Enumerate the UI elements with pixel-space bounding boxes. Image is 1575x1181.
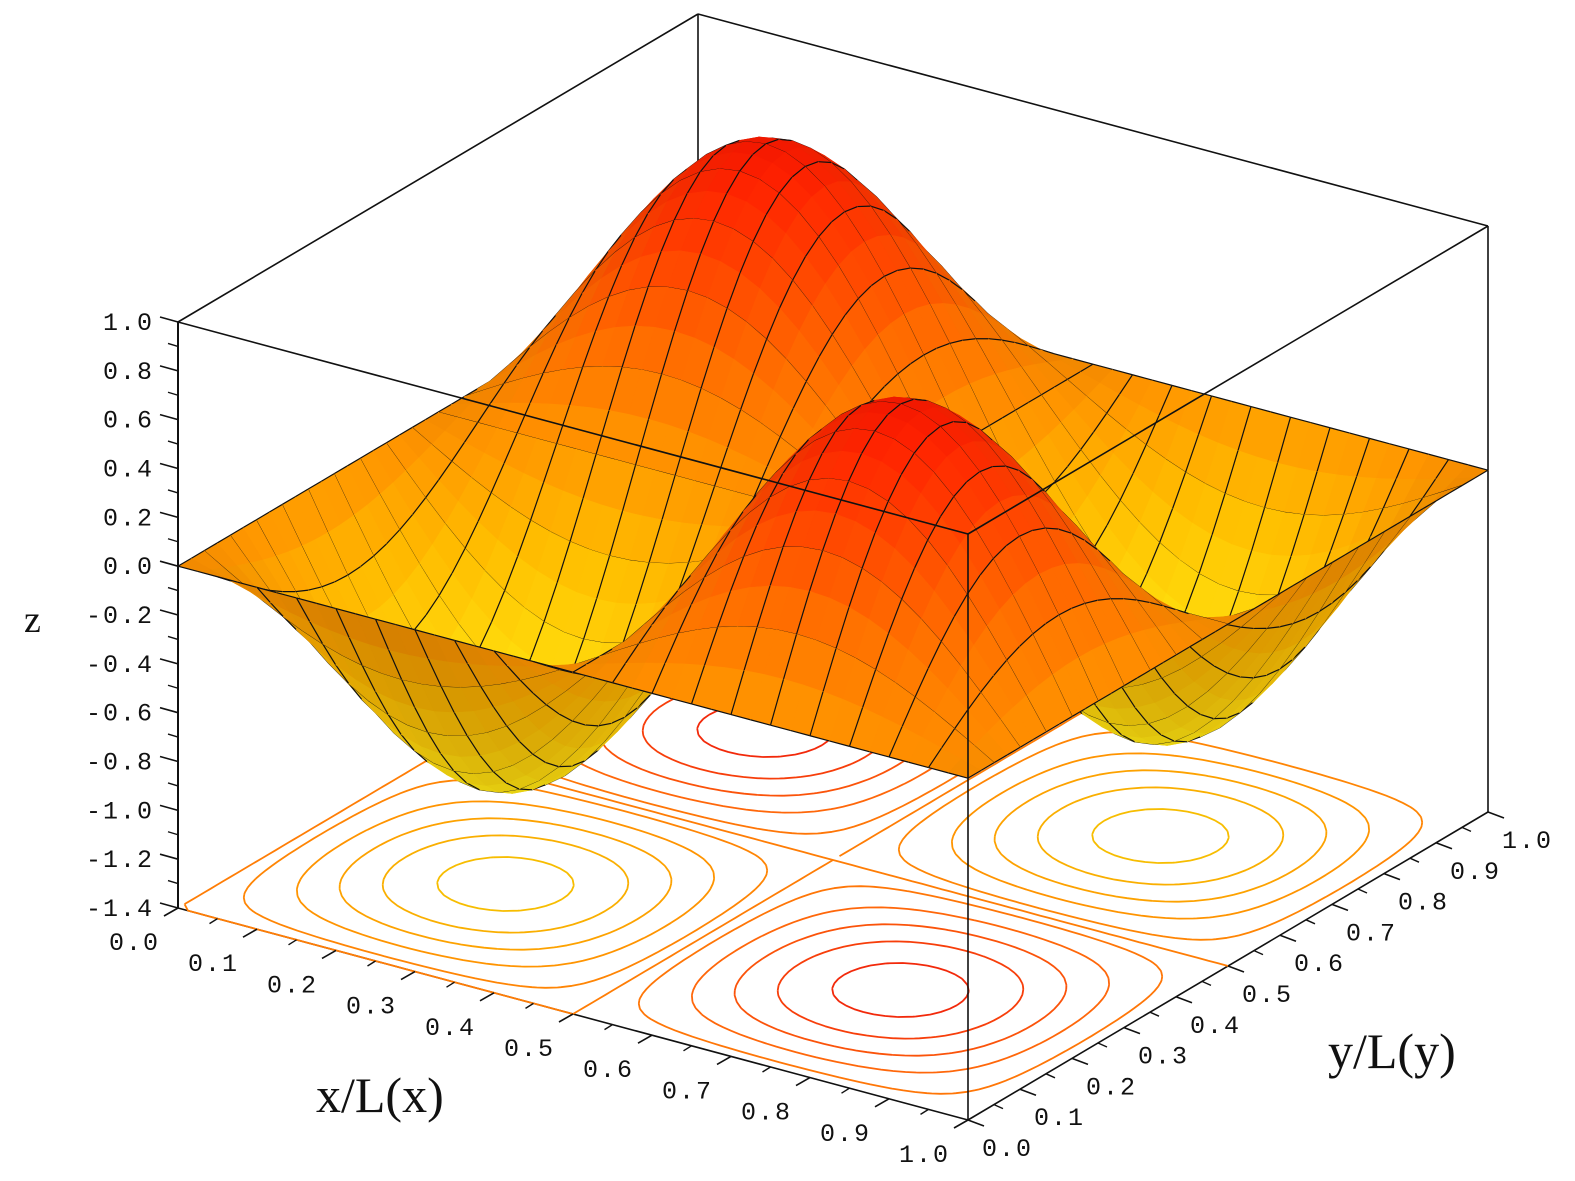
- x-tick-label: 0.8: [741, 1099, 792, 1128]
- z-tick-label: 0.0: [103, 553, 154, 582]
- x-tick-label: 0.7: [662, 1077, 713, 1106]
- z-tick-label: 0.6: [103, 407, 154, 436]
- y-tick-label: 0.5: [1242, 981, 1293, 1010]
- x-tick-label: 0.1: [188, 950, 239, 979]
- x-axis: 0.0 0.1 0.2 0.3 0.4 0.5 0.6 0.7 0.8 0.9 1.0: [109, 907, 969, 1170]
- z-tick-label: 0.2: [103, 504, 154, 533]
- z-axis-title: z: [24, 599, 41, 641]
- y-axis-title: y/L(y): [1328, 1023, 1456, 1079]
- y-tick-label: 0.0: [982, 1135, 1033, 1164]
- x-tick-label: 0.9: [820, 1120, 871, 1149]
- y-tick-label: 0.7: [1346, 919, 1397, 948]
- x-tick-label: 0.0: [109, 929, 160, 958]
- y-tick-label: 0.1: [1034, 1104, 1085, 1133]
- y-tick-label: 0.8: [1398, 889, 1449, 918]
- z-tick-label: -1.0: [86, 797, 154, 826]
- plot-box-front-edges: [177, 225, 1489, 1120]
- z-tick-label: -0.2: [86, 602, 154, 631]
- x-tick-label: 0.2: [267, 971, 318, 1000]
- y-tick-label: 1.0: [1502, 827, 1553, 856]
- z-tick-label: 0.8: [103, 358, 154, 387]
- x-tick-label: 1.0: [899, 1141, 950, 1170]
- x-tick-label: 0.3: [346, 993, 397, 1022]
- surface-mesh: [177, 136, 1489, 794]
- y-tick-label: 0.6: [1294, 950, 1345, 979]
- z-tick-label: -1.2: [86, 846, 154, 875]
- z-tick-label: -0.4: [86, 651, 154, 680]
- x-tick-label: 0.4: [425, 1014, 476, 1043]
- y-axis: 0.00.10.20.30.40.50.60.70.80.91.0: [967, 811, 1553, 1164]
- x-axis-title: x/L(x): [316, 1067, 444, 1123]
- z-tick-label: -1.4: [86, 895, 154, 924]
- z-tick-label: 0.4: [103, 456, 154, 485]
- y-tick-label: 0.3: [1138, 1043, 1189, 1072]
- x-tick-label: 0.5: [504, 1035, 555, 1064]
- z-tick-label: -0.6: [86, 700, 154, 729]
- x-tick-label: 0.6: [583, 1056, 634, 1085]
- y-tick-label: 0.4: [1190, 1012, 1241, 1041]
- z-tick-label: -0.8: [86, 749, 154, 778]
- y-tick-label: 0.2: [1086, 1073, 1137, 1102]
- z-tick-label: 1.0: [103, 309, 154, 338]
- y-tick-label: 0.9: [1450, 858, 1501, 887]
- z-axis: 1.0 0.8 0.6 0.4 0.2 0.0 -0.2 -0.4 -0.6 -0.8 -1.0 -1…: [86, 309, 179, 924]
